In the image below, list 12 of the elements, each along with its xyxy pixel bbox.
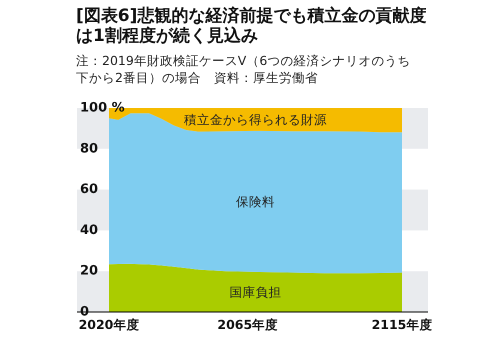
y-tick-label: 60 (80, 182, 98, 198)
chart-title: [図表6]悲観的な経済前提でも積立金の貢献度は1割程度が続く見込み (76, 6, 428, 46)
chart-subtitle: 注：2019年財政検証ケースV（6つの経済シナリオのうち下から2番目）の場合 資料：厚生労働省 (76, 52, 412, 86)
x-tick-label: 2065年度 (217, 317, 278, 332)
x-tick-label: 2115年度 (372, 317, 432, 332)
y-tick-label: 80 (80, 141, 98, 156)
series-label: 国庫負担 (230, 284, 282, 300)
y-tick-label: 40 (80, 222, 98, 238)
x-tick-label: 2020年度 (78, 317, 140, 332)
y-tick-label: 20 (80, 264, 98, 279)
series-label: 積立金から得られる財源 (184, 112, 327, 127)
series-label: 保険料 (236, 194, 275, 209)
